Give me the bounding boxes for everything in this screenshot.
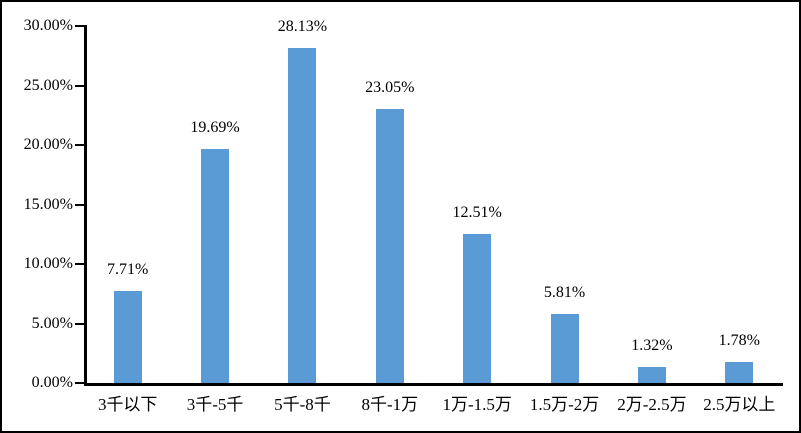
y-axis-tick-label: 20.00% [23, 136, 73, 153]
x-axis-category-label: 1万-1.5万 [442, 395, 512, 414]
bar [637, 367, 666, 383]
x-axis-category-label: 5千-8千 [274, 395, 331, 414]
x-axis-category-label: 8千-1万 [361, 395, 419, 414]
y-axis-tick [75, 322, 84, 325]
x-axis-category-label: 2万-2.5万 [617, 395, 687, 414]
bar [725, 361, 754, 383]
bar [113, 291, 142, 383]
y-axis-tick [75, 382, 84, 384]
y-axis-tick-label: 30.00% [23, 17, 73, 34]
bar-value-label: 5.81% [543, 283, 586, 301]
bar [550, 313, 579, 383]
bar [288, 48, 317, 383]
x-axis-category-label: 3千-5千 [186, 395, 244, 414]
bar [375, 108, 404, 383]
y-axis-tick [75, 263, 84, 265]
bar-value-label: 7.71% [107, 261, 149, 279]
x-axis-category-label: 2.5万以上 [703, 395, 776, 414]
bar [463, 234, 492, 383]
x-axis-category-label: 1.5万-2万 [529, 395, 600, 414]
y-axis-tick [75, 144, 84, 146]
x-axis-line [84, 383, 783, 386]
y-axis-tick-label: 5.00% [31, 314, 73, 332]
bar-value-label: 19.69% [190, 118, 240, 136]
bar-value-label: 1.32% [631, 337, 673, 355]
bar-value-label: 12.51% [452, 204, 502, 222]
y-axis-tick-label: 0.00% [31, 374, 73, 391]
y-axis-tick-label: 10.00% [23, 255, 73, 272]
y-axis-tick [75, 203, 84, 206]
y-axis-line [84, 25, 87, 386]
y-axis-tick [75, 25, 84, 27]
y-axis-tick-label: 15.00% [23, 195, 73, 213]
bar-value-label: 28.13% [277, 18, 328, 36]
bar-value-label: 23.05% [365, 78, 415, 96]
y-axis-tick-label: 25.00% [23, 76, 73, 94]
x-axis-category-label: 3千以下 [97, 395, 158, 414]
y-axis-tick [75, 84, 84, 87]
bar-value-label: 1.78% [718, 331, 760, 349]
bar [201, 148, 230, 383]
